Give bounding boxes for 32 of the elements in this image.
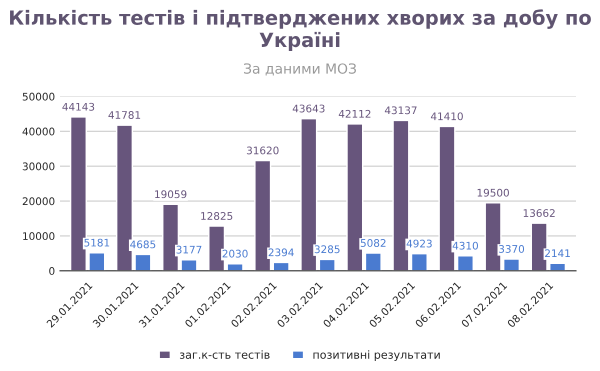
data-label: 3370 (499, 245, 524, 253)
data-label: 43137 (384, 106, 417, 114)
y-tick-label: 0 (49, 267, 54, 275)
data-label: 19500 (478, 188, 509, 197)
y-tick-label: 20000 (22, 197, 54, 206)
data-label: 13662 (524, 209, 555, 217)
data-label: 3177 (176, 246, 202, 254)
data-label: 43643 (292, 104, 325, 112)
data-label: 4685 (130, 240, 156, 248)
data-label: 41781 (108, 111, 140, 119)
data-label: 2030 (222, 250, 248, 258)
data-label: 42112 (338, 110, 370, 118)
data-label: 4310 (452, 242, 478, 250)
y-tick-label: 40000 (22, 128, 54, 136)
y-tick-label: 10000 (23, 232, 54, 240)
legend-label: позитивні результати (313, 350, 440, 361)
data-label: 5082 (360, 239, 386, 247)
data-label: 12825 (201, 212, 232, 220)
data-label: 44143 (62, 102, 94, 111)
y-tick-label: 50000 (22, 92, 54, 101)
data-label: 2394 (268, 248, 294, 256)
legend-label: заг.к-сть тестів (180, 350, 270, 359)
data-label: 41410 (430, 112, 463, 120)
y-tick-label: 30000 (22, 162, 54, 170)
chart-subtitle: За даними МОЗ (244, 63, 356, 76)
chart-title: Кількість тестів і підтверджених хворих за добу по Україні (10, 9, 591, 51)
data-label: 3285 (314, 245, 340, 254)
data-label: 31620 (246, 146, 279, 154)
data-label: 2141 (545, 249, 570, 258)
data-label: 5181 (84, 238, 110, 247)
data-label: 19059 (155, 190, 186, 198)
data-label: 4923 (406, 240, 432, 248)
